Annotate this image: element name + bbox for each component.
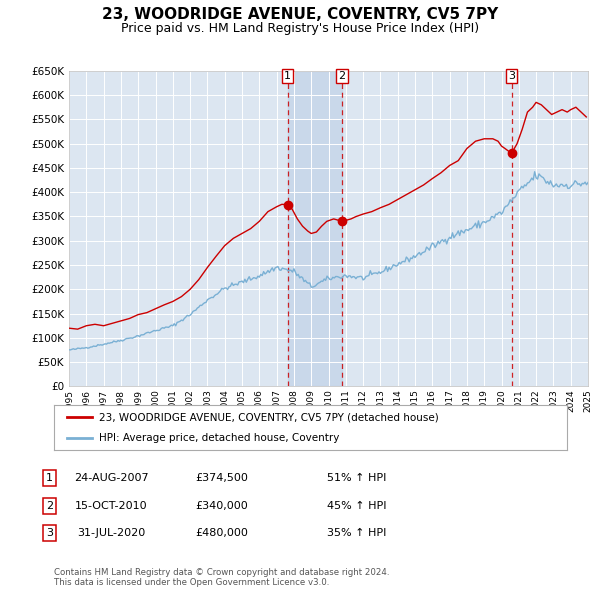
Text: 15-OCT-2010: 15-OCT-2010 [74, 501, 148, 510]
Text: HPI: Average price, detached house, Coventry: HPI: Average price, detached house, Cove… [99, 432, 340, 442]
Text: 1: 1 [284, 71, 291, 81]
Text: 23, WOODRIDGE AVENUE, COVENTRY, CV5 7PY (detached house): 23, WOODRIDGE AVENUE, COVENTRY, CV5 7PY … [99, 412, 439, 422]
Text: 51% ↑ HPI: 51% ↑ HPI [327, 473, 386, 483]
Text: 1: 1 [46, 473, 53, 483]
Text: 31-JUL-2020: 31-JUL-2020 [77, 529, 145, 538]
Text: 3: 3 [46, 529, 53, 538]
Text: £374,500: £374,500 [196, 473, 248, 483]
Text: 35% ↑ HPI: 35% ↑ HPI [327, 529, 386, 538]
Text: 45% ↑ HPI: 45% ↑ HPI [327, 501, 386, 510]
Text: £340,000: £340,000 [196, 501, 248, 510]
Text: Contains HM Land Registry data © Crown copyright and database right 2024.
This d: Contains HM Land Registry data © Crown c… [54, 568, 389, 587]
Text: 24-AUG-2007: 24-AUG-2007 [74, 473, 148, 483]
Text: 2: 2 [338, 71, 346, 81]
Text: Price paid vs. HM Land Registry's House Price Index (HPI): Price paid vs. HM Land Registry's House … [121, 22, 479, 35]
Text: £480,000: £480,000 [196, 529, 248, 538]
Bar [288, 71, 342, 386]
Text: 3: 3 [508, 71, 515, 81]
Text: 2: 2 [46, 501, 53, 510]
Text: 23, WOODRIDGE AVENUE, COVENTRY, CV5 7PY: 23, WOODRIDGE AVENUE, COVENTRY, CV5 7PY [102, 7, 498, 22]
